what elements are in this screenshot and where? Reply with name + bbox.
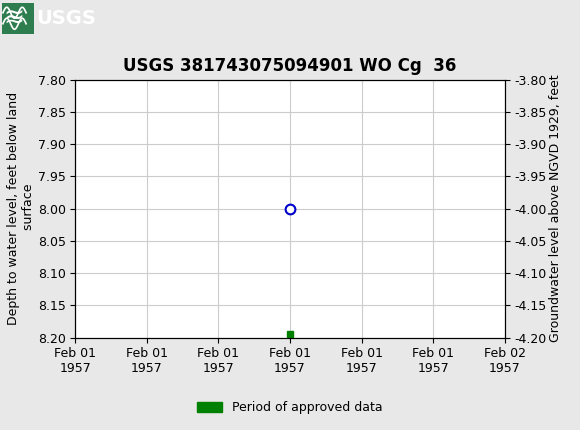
- Title: USGS 381743075094901 WO Cg  36: USGS 381743075094901 WO Cg 36: [124, 57, 456, 75]
- Y-axis label: Depth to water level, feet below land
 surface: Depth to water level, feet below land su…: [7, 92, 35, 325]
- Text: USGS: USGS: [36, 9, 96, 28]
- Y-axis label: Groundwater level above NGVD 1929, feet: Groundwater level above NGVD 1929, feet: [549, 75, 563, 342]
- Bar: [2, 3, 34, 34]
- Legend: Period of approved data: Period of approved data: [192, 396, 388, 419]
- Text: ≋: ≋: [3, 6, 24, 30]
